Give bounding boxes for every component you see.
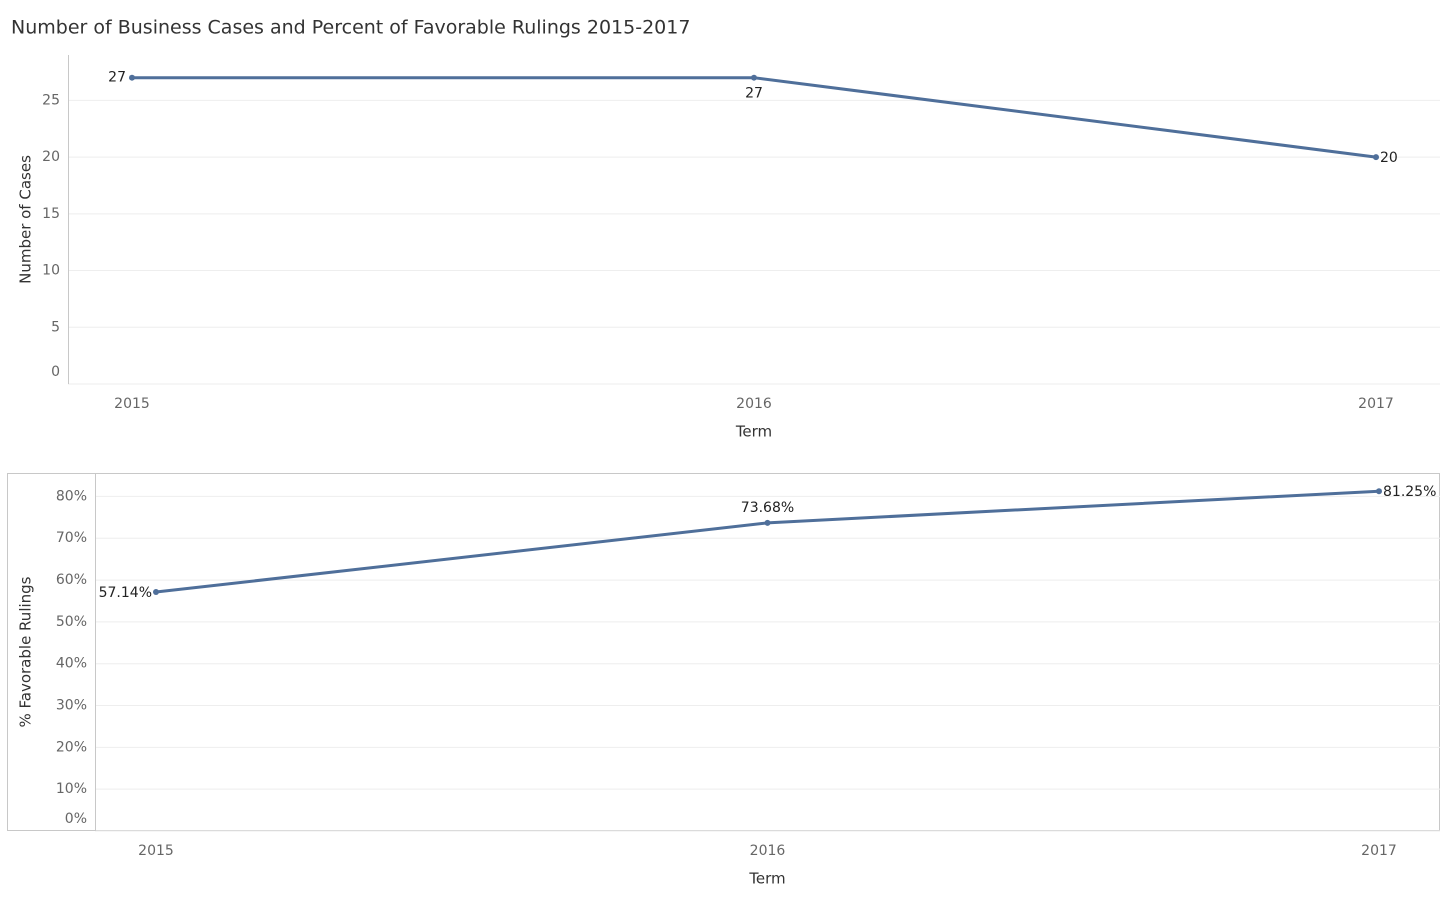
data-label: 27: [108, 70, 126, 86]
point: [751, 74, 757, 81]
data-label: 57.14%: [99, 585, 152, 601]
point: [153, 589, 159, 596]
y-tick-label: 60%: [56, 572, 87, 588]
data-label: 81.25%: [1383, 484, 1436, 500]
point: [1373, 154, 1379, 161]
x-tick-label: 2015: [114, 396, 150, 412]
x-axis-title: Term: [748, 870, 785, 888]
data-label: 27: [745, 86, 763, 102]
x-tick-label: 2016: [736, 396, 772, 412]
y-tick-label: 25: [42, 92, 60, 108]
dashboard-title: Number of Business Cases and Percent of …: [11, 17, 690, 39]
point: [764, 519, 771, 526]
x-tick-label: 2017: [1358, 396, 1394, 412]
x-tick-label: 2015: [138, 843, 174, 859]
y-tick-label: 30%: [56, 698, 87, 714]
y-axis-title: Number of Cases: [17, 155, 35, 284]
y-tick-label: 70%: [56, 530, 87, 546]
x-tick-label: 2017: [1361, 843, 1397, 859]
x-axis-title: Term: [735, 423, 772, 441]
data-label: 73.68%: [741, 500, 794, 516]
y-tick-label: 40%: [56, 656, 87, 672]
y-tick-label: 0%: [65, 811, 87, 827]
x-tick-label: 2016: [750, 843, 786, 859]
y-tick-label: 15: [42, 206, 60, 222]
point: [1376, 488, 1382, 495]
y-tick-label: 5: [51, 319, 60, 335]
y-axis-title: % Favorable Rulings: [17, 576, 35, 727]
y-tick-label: 50%: [56, 614, 87, 630]
y-tick-label: 0: [51, 364, 60, 380]
y-tick-label: 20: [42, 149, 60, 165]
data-label: 20: [1380, 150, 1398, 166]
y-tick-label: 10%: [56, 781, 87, 797]
y-tick-label: 20%: [56, 739, 87, 755]
y-tick-label: 80%: [56, 488, 87, 504]
y-tick-label: 10: [42, 263, 60, 279]
point: [129, 74, 135, 81]
